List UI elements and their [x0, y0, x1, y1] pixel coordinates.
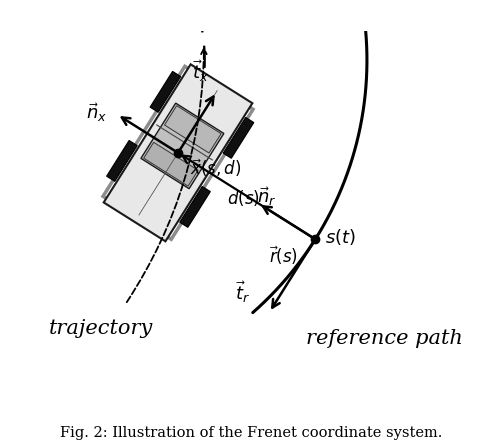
- Polygon shape: [104, 64, 252, 241]
- Polygon shape: [106, 140, 137, 181]
- Text: $\vec{n}_x$: $\vec{n}_x$: [86, 101, 107, 124]
- Text: $\vec{r}(s)$: $\vec{r}(s)$: [269, 244, 298, 266]
- Text: $\vec{t}_r$: $\vec{t}_r$: [234, 279, 249, 305]
- Text: $\vec{t}_x$: $\vec{t}_x$: [191, 58, 208, 84]
- Polygon shape: [179, 186, 210, 227]
- Polygon shape: [143, 142, 198, 186]
- Text: $s(t)$: $s(t)$: [324, 227, 355, 247]
- Polygon shape: [164, 106, 221, 153]
- Text: $\vec{x}(s,d)$: $\vec{x}(s,d)$: [189, 158, 240, 179]
- Text: Fig. 2: Illustration of the Frenet coordinate system.: Fig. 2: Illustration of the Frenet coord…: [60, 425, 441, 440]
- Polygon shape: [150, 71, 180, 112]
- Polygon shape: [141, 103, 223, 189]
- Polygon shape: [223, 117, 254, 158]
- Text: reference path: reference path: [306, 329, 462, 348]
- Text: $\vec{n}_r$: $\vec{n}_r$: [257, 185, 276, 208]
- Text: trajectory: trajectory: [49, 319, 153, 338]
- Text: $d(s)$: $d(s)$: [227, 188, 260, 208]
